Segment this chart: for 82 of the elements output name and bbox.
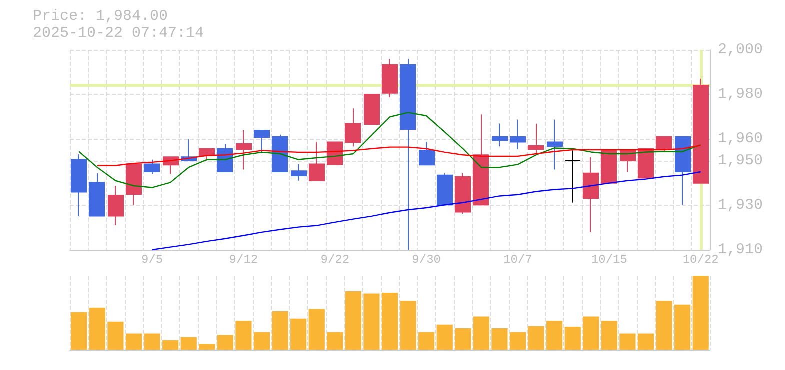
bar — [400, 301, 416, 350]
bar — [126, 334, 142, 350]
candlestick — [620, 150, 636, 172]
bar — [308, 309, 325, 350]
bar — [601, 321, 618, 350]
x-tick-label: 9/12 — [229, 253, 258, 267]
bar — [510, 332, 526, 350]
candlestick — [71, 154, 87, 217]
bar — [583, 316, 600, 350]
bar — [546, 321, 563, 350]
candlestick — [601, 150, 617, 184]
bar — [364, 294, 380, 350]
bar — [144, 334, 160, 350]
bar — [272, 312, 288, 350]
candlestick — [638, 148, 654, 179]
candlestick — [126, 164, 142, 206]
bar — [254, 332, 270, 350]
candlestick — [492, 123, 508, 148]
bar — [455, 328, 472, 350]
candlestick — [565, 150, 581, 204]
candlestick — [528, 123, 544, 154]
line-series — [96, 144, 702, 166]
x-tick-label: 10/7 — [504, 253, 532, 267]
bar — [236, 321, 252, 350]
y-tick-label: 1,950 — [718, 152, 764, 170]
candlestick — [656, 136, 672, 153]
y-tick-label: 1,960 — [718, 130, 764, 148]
candlestick — [675, 136, 691, 206]
x-tick-label: 10/22 — [682, 253, 719, 267]
bar — [89, 308, 106, 350]
candlestick — [345, 108, 361, 148]
bar — [382, 293, 398, 350]
bar — [327, 332, 344, 350]
chart-title: Price: 1,984.00 — [33, 8, 168, 25]
candlestick — [510, 119, 526, 150]
candlestick — [108, 186, 124, 226]
candlestick — [236, 130, 252, 170]
candlestick — [291, 164, 307, 182]
chart-subtitle: 2025-10-22 07:47:14 — [33, 25, 204, 42]
bar — [162, 340, 179, 350]
bar — [528, 326, 544, 350]
candlestick — [144, 159, 160, 175]
bar — [473, 316, 490, 350]
candlestick — [364, 94, 380, 125]
bar — [564, 327, 581, 350]
candlestick — [455, 173, 471, 214]
candlestick — [547, 119, 563, 170]
x-tick-label: 10/15 — [591, 253, 628, 267]
candlestick — [382, 58, 398, 98]
bar — [436, 324, 453, 350]
bar — [108, 322, 124, 350]
bar — [692, 276, 709, 350]
line-series — [78, 112, 702, 188]
x-tick-label: 9/30 — [412, 253, 441, 267]
candlestick — [309, 142, 325, 182]
candlestick — [583, 156, 599, 233]
line-series — [152, 171, 702, 251]
candlestick — [254, 130, 270, 154]
bar — [674, 304, 691, 350]
bar — [418, 332, 435, 350]
candlestick — [437, 173, 453, 206]
bar — [199, 344, 216, 350]
y-tick-label: 1,910 — [718, 242, 764, 258]
candlestick — [89, 172, 105, 217]
bar — [492, 328, 508, 350]
bar — [180, 337, 197, 350]
bar — [620, 334, 636, 350]
y-tick-label: 1,980 — [718, 86, 764, 103]
y-tick-label: 2,000 — [718, 42, 764, 58]
x-tick-label: 9/22 — [320, 253, 350, 267]
candlestick — [419, 142, 435, 166]
bar — [638, 334, 654, 350]
bar — [290, 318, 307, 350]
bar — [345, 292, 362, 350]
candlestick — [272, 134, 288, 172]
bar — [217, 335, 234, 350]
candlestick — [473, 114, 489, 206]
bar — [656, 301, 672, 350]
bar — [71, 312, 88, 350]
y-tick-label: 1,930 — [718, 197, 764, 214]
x-tick-label: 9/5 — [141, 253, 164, 267]
candlestick — [400, 58, 416, 250]
